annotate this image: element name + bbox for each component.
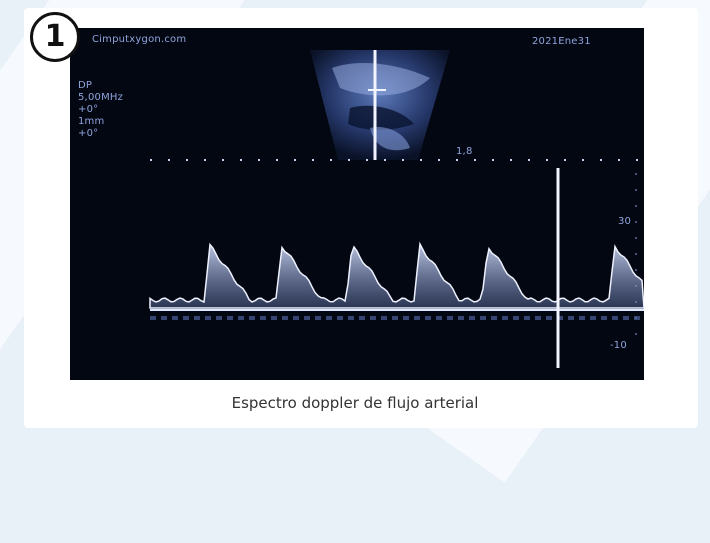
watermark-text: Cimputxygon.com <box>92 34 187 45</box>
figure-number-badge: 1 <box>30 12 80 62</box>
frequency-label: 5,00MHz <box>78 92 124 103</box>
scale-bottom-label: -10 <box>610 340 627 351</box>
b-mode-sector <box>310 50 450 160</box>
date-text: 2021Ene31 <box>532 36 591 47</box>
gate-label: 1mm <box>78 116 105 127</box>
angle-label: +0° <box>78 104 99 115</box>
mode-label: DP <box>78 80 93 91</box>
steer-label: +0° <box>78 128 99 139</box>
ultrasound-image <box>149 50 644 368</box>
figure-caption: Espectro doppler de flujo arterial <box>231 394 479 412</box>
scale-top-label: 30 <box>618 216 632 227</box>
depth-label: 1,8 <box>456 146 473 157</box>
doppler-spectrum <box>149 168 644 368</box>
ultrasound-screen: Cimputxygon.com 2021Ene31 DP 5,00MHz +0°… <box>70 28 644 380</box>
